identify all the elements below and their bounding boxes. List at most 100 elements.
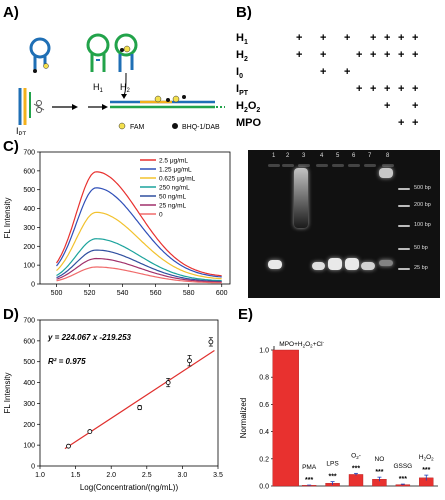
condition-label: H2O2 xyxy=(236,100,261,115)
x-tick-label: 520 xyxy=(84,290,96,297)
x-tick-label: 560 xyxy=(150,290,162,297)
hairpin-probe-initial xyxy=(29,37,51,73)
condition-mark: + xyxy=(398,32,405,44)
data-point xyxy=(137,405,143,410)
y-tick-label: 600 xyxy=(23,338,35,345)
condition-mark: + xyxy=(356,83,363,95)
bar xyxy=(272,349,299,487)
gel-band xyxy=(328,258,342,270)
gel-well xyxy=(298,164,310,167)
panel-label-e: E) xyxy=(238,306,253,323)
condition-mark: + xyxy=(320,49,327,61)
gel-band xyxy=(268,260,282,269)
gel-lane-label: 2 xyxy=(286,153,290,159)
x-tick-label: 500 xyxy=(51,290,63,297)
condition-mark: + xyxy=(384,49,391,61)
panel-label-c: C) xyxy=(3,138,19,155)
condition-mark: + xyxy=(344,32,351,44)
condition-mark: + xyxy=(412,100,419,112)
y-tick-label: 1.0 xyxy=(259,348,269,355)
r-squared: R² = 0.975 xyxy=(48,357,86,366)
condition-label: IPT xyxy=(236,83,249,98)
y-tick-label: 0.4 xyxy=(259,429,269,436)
y-tick-label: 300 xyxy=(23,225,35,232)
y-tick-label: 0.0 xyxy=(259,484,269,491)
data-point xyxy=(208,339,214,345)
x-tick-label: 2.0 xyxy=(106,472,116,479)
condition-mark: + xyxy=(384,100,391,112)
data-point xyxy=(187,358,192,364)
ladder-band xyxy=(398,248,410,250)
ladder-band xyxy=(398,188,410,190)
y-axis-label: FL Intensity xyxy=(3,197,12,238)
condition-mark: + xyxy=(296,49,303,61)
ladder-label: 100 bp xyxy=(414,222,431,228)
condition-label: MPO xyxy=(236,117,262,129)
plot-frame xyxy=(39,319,219,467)
ladder-label: 25 bp xyxy=(414,265,428,271)
category-label: H2O2 xyxy=(419,454,434,462)
y-tick-label: 0 xyxy=(31,464,35,471)
ipt-target xyxy=(18,88,45,125)
gel-well xyxy=(382,164,394,167)
spectrum-line xyxy=(56,238,222,282)
legend-label: 250 ng/mL xyxy=(159,185,190,192)
x-tick-label: 600 xyxy=(216,290,228,297)
gel-band xyxy=(361,262,375,270)
h1-label: H1 xyxy=(93,82,104,94)
condition-label: H2 xyxy=(236,49,248,64)
x-tick-label: 3.5 xyxy=(213,472,223,479)
spectrum-line xyxy=(56,171,222,277)
gel-lane-label: 5 xyxy=(336,153,340,159)
spectrum-line xyxy=(56,187,222,278)
condition-mark: + xyxy=(412,117,419,129)
fit-line xyxy=(64,349,215,450)
y-tick-label: 100 xyxy=(23,443,35,450)
condition-mark: + xyxy=(296,32,303,44)
condition-mark: + xyxy=(344,66,351,78)
y-tick-label: 200 xyxy=(23,244,35,251)
gel-lane-label: 7 xyxy=(368,153,372,159)
condition-mark: + xyxy=(370,49,377,61)
legend-label: 2.5 μg/mL xyxy=(159,158,188,165)
x-axis-label: Log(Concentration/(ng/mL)) xyxy=(80,483,179,492)
data-point xyxy=(165,380,171,385)
condition-mark: + xyxy=(398,117,405,129)
y-tick-label: 300 xyxy=(23,401,35,408)
bar xyxy=(348,474,364,487)
condition-mark: + xyxy=(412,49,419,61)
duplex-product xyxy=(110,95,225,109)
y-tick-label: 400 xyxy=(23,206,35,213)
y-tick-label: 400 xyxy=(23,380,35,387)
y-tick-label: 600 xyxy=(23,168,35,175)
condition-mark: + xyxy=(370,83,377,95)
significance-mark: *** xyxy=(422,467,430,474)
legend-label: 50 ng/mL xyxy=(159,194,186,201)
panel-label-d: D) xyxy=(3,306,19,323)
x-tick-label: 3.0 xyxy=(178,472,188,479)
plot-frame xyxy=(39,151,231,285)
spectrum-line xyxy=(56,249,222,283)
significance-mark: *** xyxy=(305,477,313,484)
y-tick-label: 500 xyxy=(23,187,35,194)
ladder-label: 500 bp xyxy=(414,185,431,191)
category-label: NO xyxy=(375,456,385,463)
panel-label-a: A) xyxy=(3,4,19,21)
y-tick-label: 0.6 xyxy=(259,402,269,409)
ladder-band xyxy=(398,268,410,270)
significance-mark: *** xyxy=(328,474,336,481)
gel-lane-label: 8 xyxy=(386,153,390,159)
gel-well xyxy=(282,164,294,167)
legend-label: 25 ng/mL xyxy=(159,203,186,210)
gel-well xyxy=(316,164,328,167)
x-tick-label: 2.5 xyxy=(142,472,152,479)
x-tick-label: 580 xyxy=(183,290,195,297)
condition-label: I0 xyxy=(236,66,243,81)
gel-band xyxy=(345,258,359,270)
y-tick-label: 0 xyxy=(31,282,35,289)
gel-well xyxy=(364,164,376,167)
category-label: GSSG xyxy=(393,463,412,470)
condition-mark: + xyxy=(384,83,391,95)
data-point xyxy=(66,443,71,449)
category-label: O2- xyxy=(351,452,361,460)
